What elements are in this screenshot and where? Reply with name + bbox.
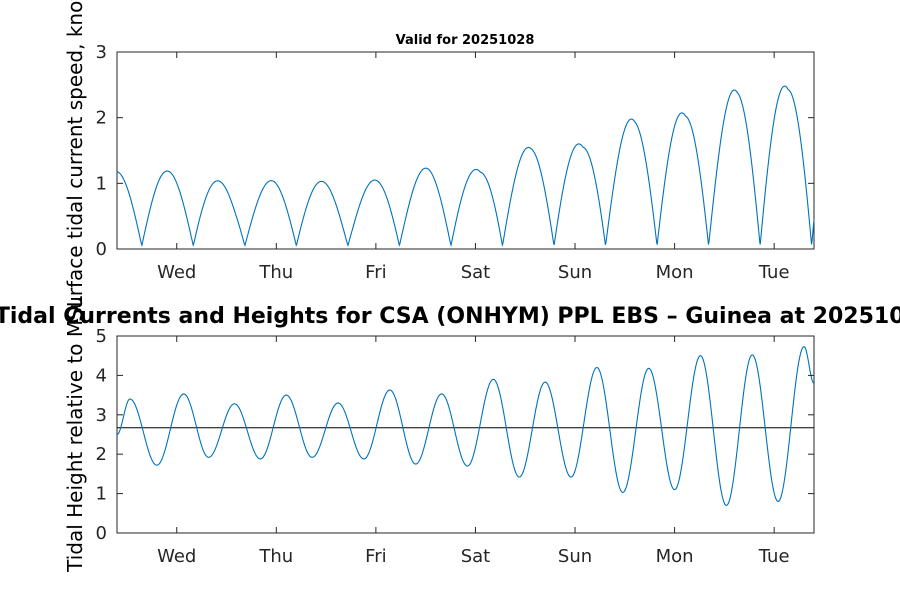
current-chart-subtitle: Valid for 20251028	[396, 33, 535, 48]
figure-main-title: Tidal Currents and Heights for CSA (ONHY…	[0, 304, 900, 329]
current-speed-axes: 0 1 2 3 Wed Thu Fri Sat Sun Mon Tue Valid for 202…	[96, 33, 815, 283]
current-plot-area	[116, 51, 815, 250]
height-xtick-label: Sat	[461, 546, 491, 567]
current-ytick-label: 3	[96, 42, 107, 63]
current-ytick-label: 0	[96, 239, 107, 260]
current-y-axis-label: Surface tidal current speed, knots	[63, 0, 87, 322]
current-speed-series-line	[116, 85, 815, 248]
height-ytick-label: 2	[96, 444, 107, 465]
height-ytick-label: 4	[96, 365, 107, 386]
height-xtick-label: Sun	[558, 546, 592, 567]
height-xtick-label: Tue	[758, 546, 790, 567]
tidal-height-axes: 0 1 2 3 4 5 Wed Thu Fri Sat Sun Mon Tue	[96, 326, 815, 567]
height-y-axis-label: Tidal Height relative to MSL	[63, 295, 87, 573]
current-xtick-label: Thu	[258, 262, 293, 283]
height-plot-area	[116, 335, 815, 534]
height-xtick-label: Fri	[365, 546, 386, 567]
height-ytick-label: 5	[96, 326, 107, 347]
height-xtick-label: Thu	[258, 546, 293, 567]
height-ytick-label: 3	[96, 405, 107, 426]
current-xtick-label: Wed	[157, 262, 196, 283]
height-ytick-label: 0	[96, 523, 107, 544]
height-xtick-label: Mon	[656, 546, 694, 567]
current-xtick-label: Sat	[461, 262, 491, 283]
tidal-height-series-line	[116, 346, 815, 507]
current-ytick-label: 1	[96, 173, 107, 194]
current-xtick-label: Fri	[365, 262, 386, 283]
height-xtick-label: Wed	[157, 546, 196, 567]
current-ytick-label: 2	[96, 108, 107, 129]
current-xtick-label: Tue	[758, 262, 790, 283]
current-xtick-label: Sun	[558, 262, 592, 283]
height-ytick-label: 1	[96, 484, 107, 505]
current-xtick-label: Mon	[656, 262, 694, 283]
